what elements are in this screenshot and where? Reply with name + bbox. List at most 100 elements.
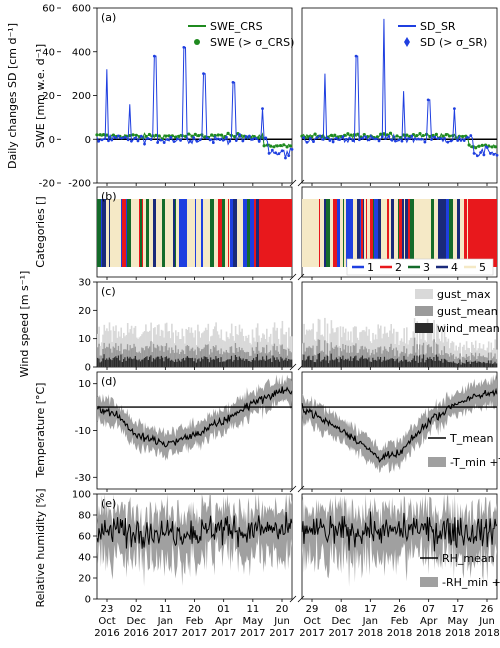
panel-c-wind-mean-bar [125, 360, 128, 367]
panel-d-label: (d) [101, 375, 117, 388]
panel-b-category-stripe [187, 199, 191, 267]
panel-c-gust-max-bar [408, 340, 411, 367]
panel-b-category-stripe [207, 199, 210, 267]
panel-c-wind-mean-bar [474, 360, 477, 367]
x-tick-label-left: 20 Feb 2017 [182, 604, 207, 639]
panel-b-category-stripe [387, 199, 389, 267]
panel-a-sd-point [139, 134, 143, 138]
panel-a-swe-point [144, 134, 148, 139]
panel-c-gust-max-bar [322, 336, 325, 367]
panel-c-wind-mean-bar [426, 357, 429, 367]
panel-c-gust-mean-bar [168, 347, 171, 367]
panel-c-gust-max-bar [331, 328, 334, 367]
axis-break-mark [297, 273, 305, 281]
panel-a-sd-point [123, 135, 127, 139]
panel-c-gust-mean-bar [224, 352, 226, 367]
panel-c-gust-mean-bar [281, 344, 284, 367]
panel-c-gust-max-bar [406, 327, 408, 367]
panel-c-gust-mean-bar [446, 353, 448, 367]
panel-c-wind-mean-bar [495, 363, 498, 367]
panel-a-sd-point [446, 140, 450, 144]
panel-c-gust-mean-bar [214, 347, 216, 367]
panel-c-wind-mean-bar [438, 360, 441, 367]
panel-a-sd-point [338, 138, 342, 141]
panel-a-swe-point [262, 144, 266, 148]
panel-e-rhmean-line [96, 511, 293, 549]
panel-b-category-stripe [97, 199, 99, 267]
panel-b-category-stripe [99, 199, 101, 267]
panel-e-tick-label: 80 [78, 511, 91, 522]
panel-c-gust-max-bar [143, 331, 146, 367]
panel-b-category-stripe [284, 199, 288, 267]
panel-c-gust-mean-bar [232, 352, 234, 367]
x-tick-label-right: 07 Apr 2018 [416, 604, 441, 639]
x-tick-label-line: 26 [393, 604, 406, 615]
panel-b-category-stripe [353, 199, 357, 267]
panel-c-gust-mean-bar [370, 352, 373, 367]
panel-c-wind-mean-bar [485, 363, 487, 367]
panel-c-gust-mean-bar [490, 352, 493, 367]
panel-b-category-stripe [475, 199, 479, 267]
panel-c-wind-mean-bar [173, 362, 176, 367]
panel-a-sd-point [267, 151, 271, 155]
panel-c-wind-mean-bar [202, 359, 204, 367]
panel-b-category-stripe [140, 199, 141, 267]
panel-c-gust-max-bar [264, 339, 267, 367]
panel-c-gust-max-bar [238, 324, 241, 367]
panel-c-gust-max-bar [455, 345, 457, 367]
panel-a-sd-point [149, 138, 153, 141]
panel-c-gust-mean-bar [193, 351, 195, 367]
panel-a-sd-point [374, 137, 378, 141]
panel-c-gust-max-bar [134, 325, 137, 367]
panel-b-category-stripe [263, 199, 266, 267]
panel-a-swe-point [278, 143, 283, 148]
panel-a-sd-tick-label: 60 [42, 4, 55, 15]
panel-a-sd-point [277, 152, 281, 156]
panel-c-gust-max-bar [178, 339, 181, 367]
panel-a-swe-point [177, 134, 181, 138]
panel-c-wind-mean-bar [258, 360, 260, 367]
panel-a-swe-point [434, 132, 438, 137]
panel-a-swe-point [313, 132, 317, 136]
panel-c-wind-mean-bar [411, 360, 413, 367]
panel-a-swe-tick-label: 0 [85, 135, 91, 146]
panel-b-category-stripe [313, 199, 317, 267]
panel-c-wind-mean-bar [171, 359, 173, 367]
panel-a-swe-point [111, 133, 115, 137]
panel-c-gust-mean-bar [309, 347, 312, 367]
panel-c-wind-mean-bar [347, 358, 350, 367]
panel-c-gust-mean-bar [387, 351, 390, 367]
panel-c-wind-mean-bar [386, 359, 389, 367]
panel-c-gust-mean-bar [324, 340, 326, 367]
panel-a-sd-point [274, 151, 278, 155]
panel-c-gust-mean-bar [382, 350, 385, 367]
panel-b-category-stripe [247, 199, 250, 267]
x-tick-label-left: 02 Dec 2016 [123, 604, 148, 639]
panel-a-sd-point [318, 134, 322, 138]
panel-a-sd-point [198, 138, 202, 142]
panel-c-wind-mean-bar [195, 362, 198, 367]
panel-c-wind-mean-bar [413, 355, 416, 367]
panel-c-wind-mean-bar [137, 360, 139, 367]
x-tick-label-line: Apr [215, 616, 233, 627]
panel-c-wind-mean-bar [163, 361, 165, 367]
panel-c-wind-mean-bar [329, 360, 331, 367]
x-tick-label-line: 2016 [94, 628, 119, 639]
panel-c-gust-mean-bar [334, 346, 337, 367]
panel-c-legend-swatch [415, 306, 433, 316]
panel-c-gust-max-bar [268, 336, 271, 367]
panel-a-sd-point [348, 137, 351, 140]
panel-c-gust-max-bar [469, 352, 472, 367]
panel-c-wind-mean-bar [198, 358, 200, 367]
panel-a-sd-point [308, 136, 312, 140]
panel-c-gust-mean-bar [152, 343, 155, 367]
panel-a-swe-point [98, 133, 102, 137]
panel-c-wind-mean-bar [387, 359, 390, 367]
panel-c-gust-max-bar [245, 335, 247, 367]
panel-c-gust-mean-bar [237, 351, 239, 367]
panel-c-gust-mean-bar [130, 348, 133, 367]
panel-a-swe-point [333, 133, 337, 137]
panel-b-category-stripe [357, 199, 360, 267]
panel-c-wind-mean-bar [136, 359, 138, 367]
panel-a-sd-point [228, 139, 232, 143]
